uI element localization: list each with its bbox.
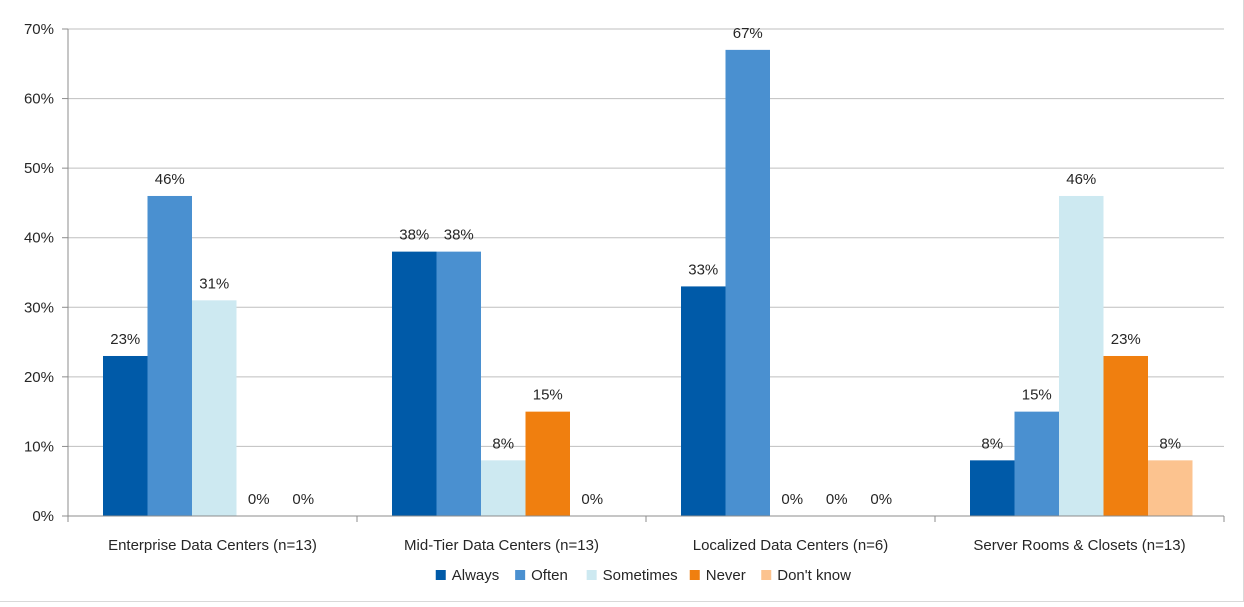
bar-data-label: 38% [444,227,474,244]
bar-data-label: 15% [533,387,563,404]
bar-data-label: 31% [199,275,229,292]
bar [481,460,526,516]
bar [1103,355,1148,516]
bar-data-label: 38% [399,227,429,244]
bar-data-label: 23% [1111,331,1141,348]
legend-swatch [689,570,700,580]
y-tick-label: 60% [24,91,54,108]
y-axis-ticks: 0% 10% 20% 30% 40% 50% 60% 70% [24,21,68,525]
bar [103,355,148,516]
gridlines [68,28,1224,447]
y-tick-label: 30% [24,299,54,316]
legend-swatch [586,570,597,580]
x-category-label: Mid-Tier Data Centers (n=13) [404,537,599,554]
legend-label: Sometimes [603,567,678,584]
bar-data-label: 46% [155,171,185,188]
bar-data-label: 46% [1066,171,1096,188]
bar-data-label: 0% [581,491,603,508]
legend-label: Never [706,567,746,584]
y-tick-label: 10% [24,438,54,455]
bar [681,286,726,516]
bar-data-label: 33% [688,261,718,278]
legend-swatch [515,570,526,580]
legend-swatch [435,570,446,580]
y-tick-label: 40% [24,230,54,247]
bars [103,49,1193,516]
y-tick-label: 20% [24,369,54,386]
bar-data-label: 0% [826,491,848,508]
y-tick-label: 0% [32,508,54,525]
bar [192,300,237,516]
bar-data-label: 23% [110,331,140,348]
y-tick-label: 70% [24,21,54,38]
bar [1148,460,1193,516]
bar [436,251,481,516]
bar [1014,411,1059,516]
x-axis-category-labels: Enterprise Data Centers (n=13) Mid-Tier D… [108,537,1186,554]
bar-data-label: 8% [981,435,1003,452]
bar [392,251,437,516]
bar-data-label: 0% [248,491,270,508]
x-category-label: Localized Data Centers (n=6) [693,537,889,554]
bar [525,411,570,516]
bar [147,195,192,516]
bar-data-label: 15% [1022,387,1052,404]
bar-data-label: 0% [781,491,803,508]
legend-label: Often [531,567,568,584]
legend-label: Don't know [777,567,851,584]
bar-data-label: 8% [1159,435,1181,452]
legend-swatch [761,570,772,580]
bar [725,49,770,516]
axes [67,29,1225,522]
bar-data-label: 8% [492,435,514,452]
y-tick-label: 50% [24,160,54,177]
bar-data-label: 67% [733,25,763,42]
bar [970,460,1015,516]
x-category-label: Enterprise Data Centers (n=13) [108,537,317,554]
legend-label: Always [452,567,500,584]
bar-data-label: 0% [292,491,314,508]
bar [1059,195,1104,516]
legend: Always Often Sometimes Never Don't know [435,567,851,584]
bar-data-labels: 23% 38% 33% 8% 46% 38% 67% 15% 31% 8% 0% 46% 0% 15% 0%… [110,25,1181,508]
x-category-label: Server Rooms & Closets (n=13) [973,537,1185,554]
bar-data-label: 0% [870,491,892,508]
